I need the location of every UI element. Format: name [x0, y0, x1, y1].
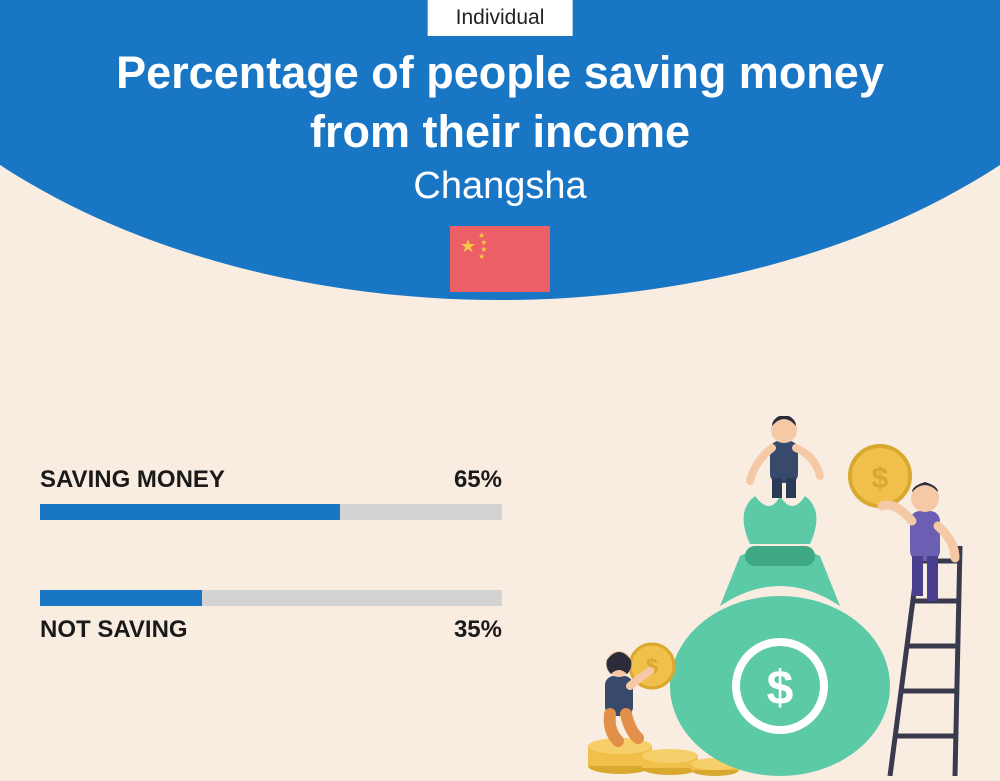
- illustration-svg: $ $: [560, 416, 980, 776]
- bar-saving-value: 65%: [454, 466, 502, 494]
- bar-saving-label: SAVING MONEY: [40, 466, 225, 494]
- ladder-icon: [890, 546, 960, 776]
- bar-saving-fill: [40, 504, 340, 520]
- title-line1: Percentage of people saving money: [0, 44, 1000, 103]
- bar-saving-track: [40, 504, 502, 520]
- bars-section: SAVING MONEY 65% NOT SAVING 35%: [40, 466, 502, 714]
- person-top-icon: [750, 416, 820, 498]
- bar-notsaving-labels: NOT SAVING 35%: [40, 616, 502, 644]
- bar-notsaving: NOT SAVING 35%: [40, 590, 502, 644]
- title-line2: from their income: [0, 103, 1000, 162]
- category-badge: Individual: [428, 0, 573, 36]
- bar-saving: SAVING MONEY 65%: [40, 466, 502, 520]
- person-sitting-icon: $: [605, 644, 674, 741]
- title-block: Percentage of people saving money from t…: [0, 44, 1000, 208]
- money-bag-icon: $: [670, 496, 890, 776]
- person-ladder-icon: $: [850, 446, 955, 601]
- bar-notsaving-label: NOT SAVING: [40, 616, 188, 644]
- bar-notsaving-value: 35%: [454, 616, 502, 644]
- flag-small-stars: ★ ★ ★★: [478, 232, 487, 260]
- bar-notsaving-track: [40, 590, 502, 606]
- svg-text:$: $: [767, 662, 794, 715]
- svg-text:$: $: [872, 462, 889, 495]
- china-flag: ★ ★ ★ ★★: [450, 226, 550, 292]
- savings-illustration: $ $: [560, 416, 980, 776]
- bar-notsaving-fill: [40, 590, 202, 606]
- city-name: Changsha: [0, 165, 1000, 208]
- flag-big-star: ★: [460, 236, 476, 257]
- bar-saving-labels: SAVING MONEY 65%: [40, 466, 502, 494]
- badge-text: Individual: [456, 6, 545, 29]
